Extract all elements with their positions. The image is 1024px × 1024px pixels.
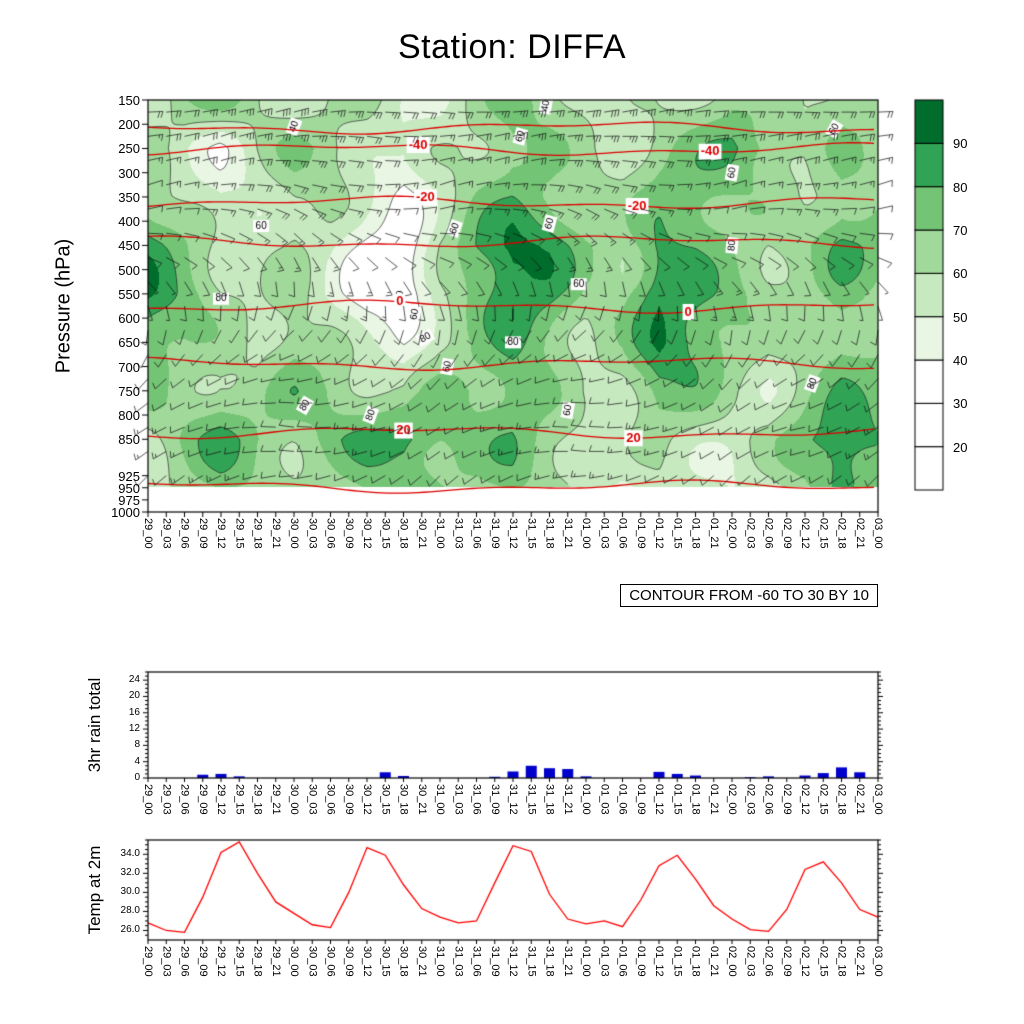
pressure-axis-label: Pressure (hPa) xyxy=(52,238,75,374)
page-title: Station: DIFFA xyxy=(397,28,627,66)
contour-note: CONTOUR FROM -60 TO 30 BY 10 xyxy=(620,584,878,607)
rain-axis-label: 3hr rain total xyxy=(85,677,104,773)
temp-axis-label: Temp at 2m xyxy=(85,845,104,935)
